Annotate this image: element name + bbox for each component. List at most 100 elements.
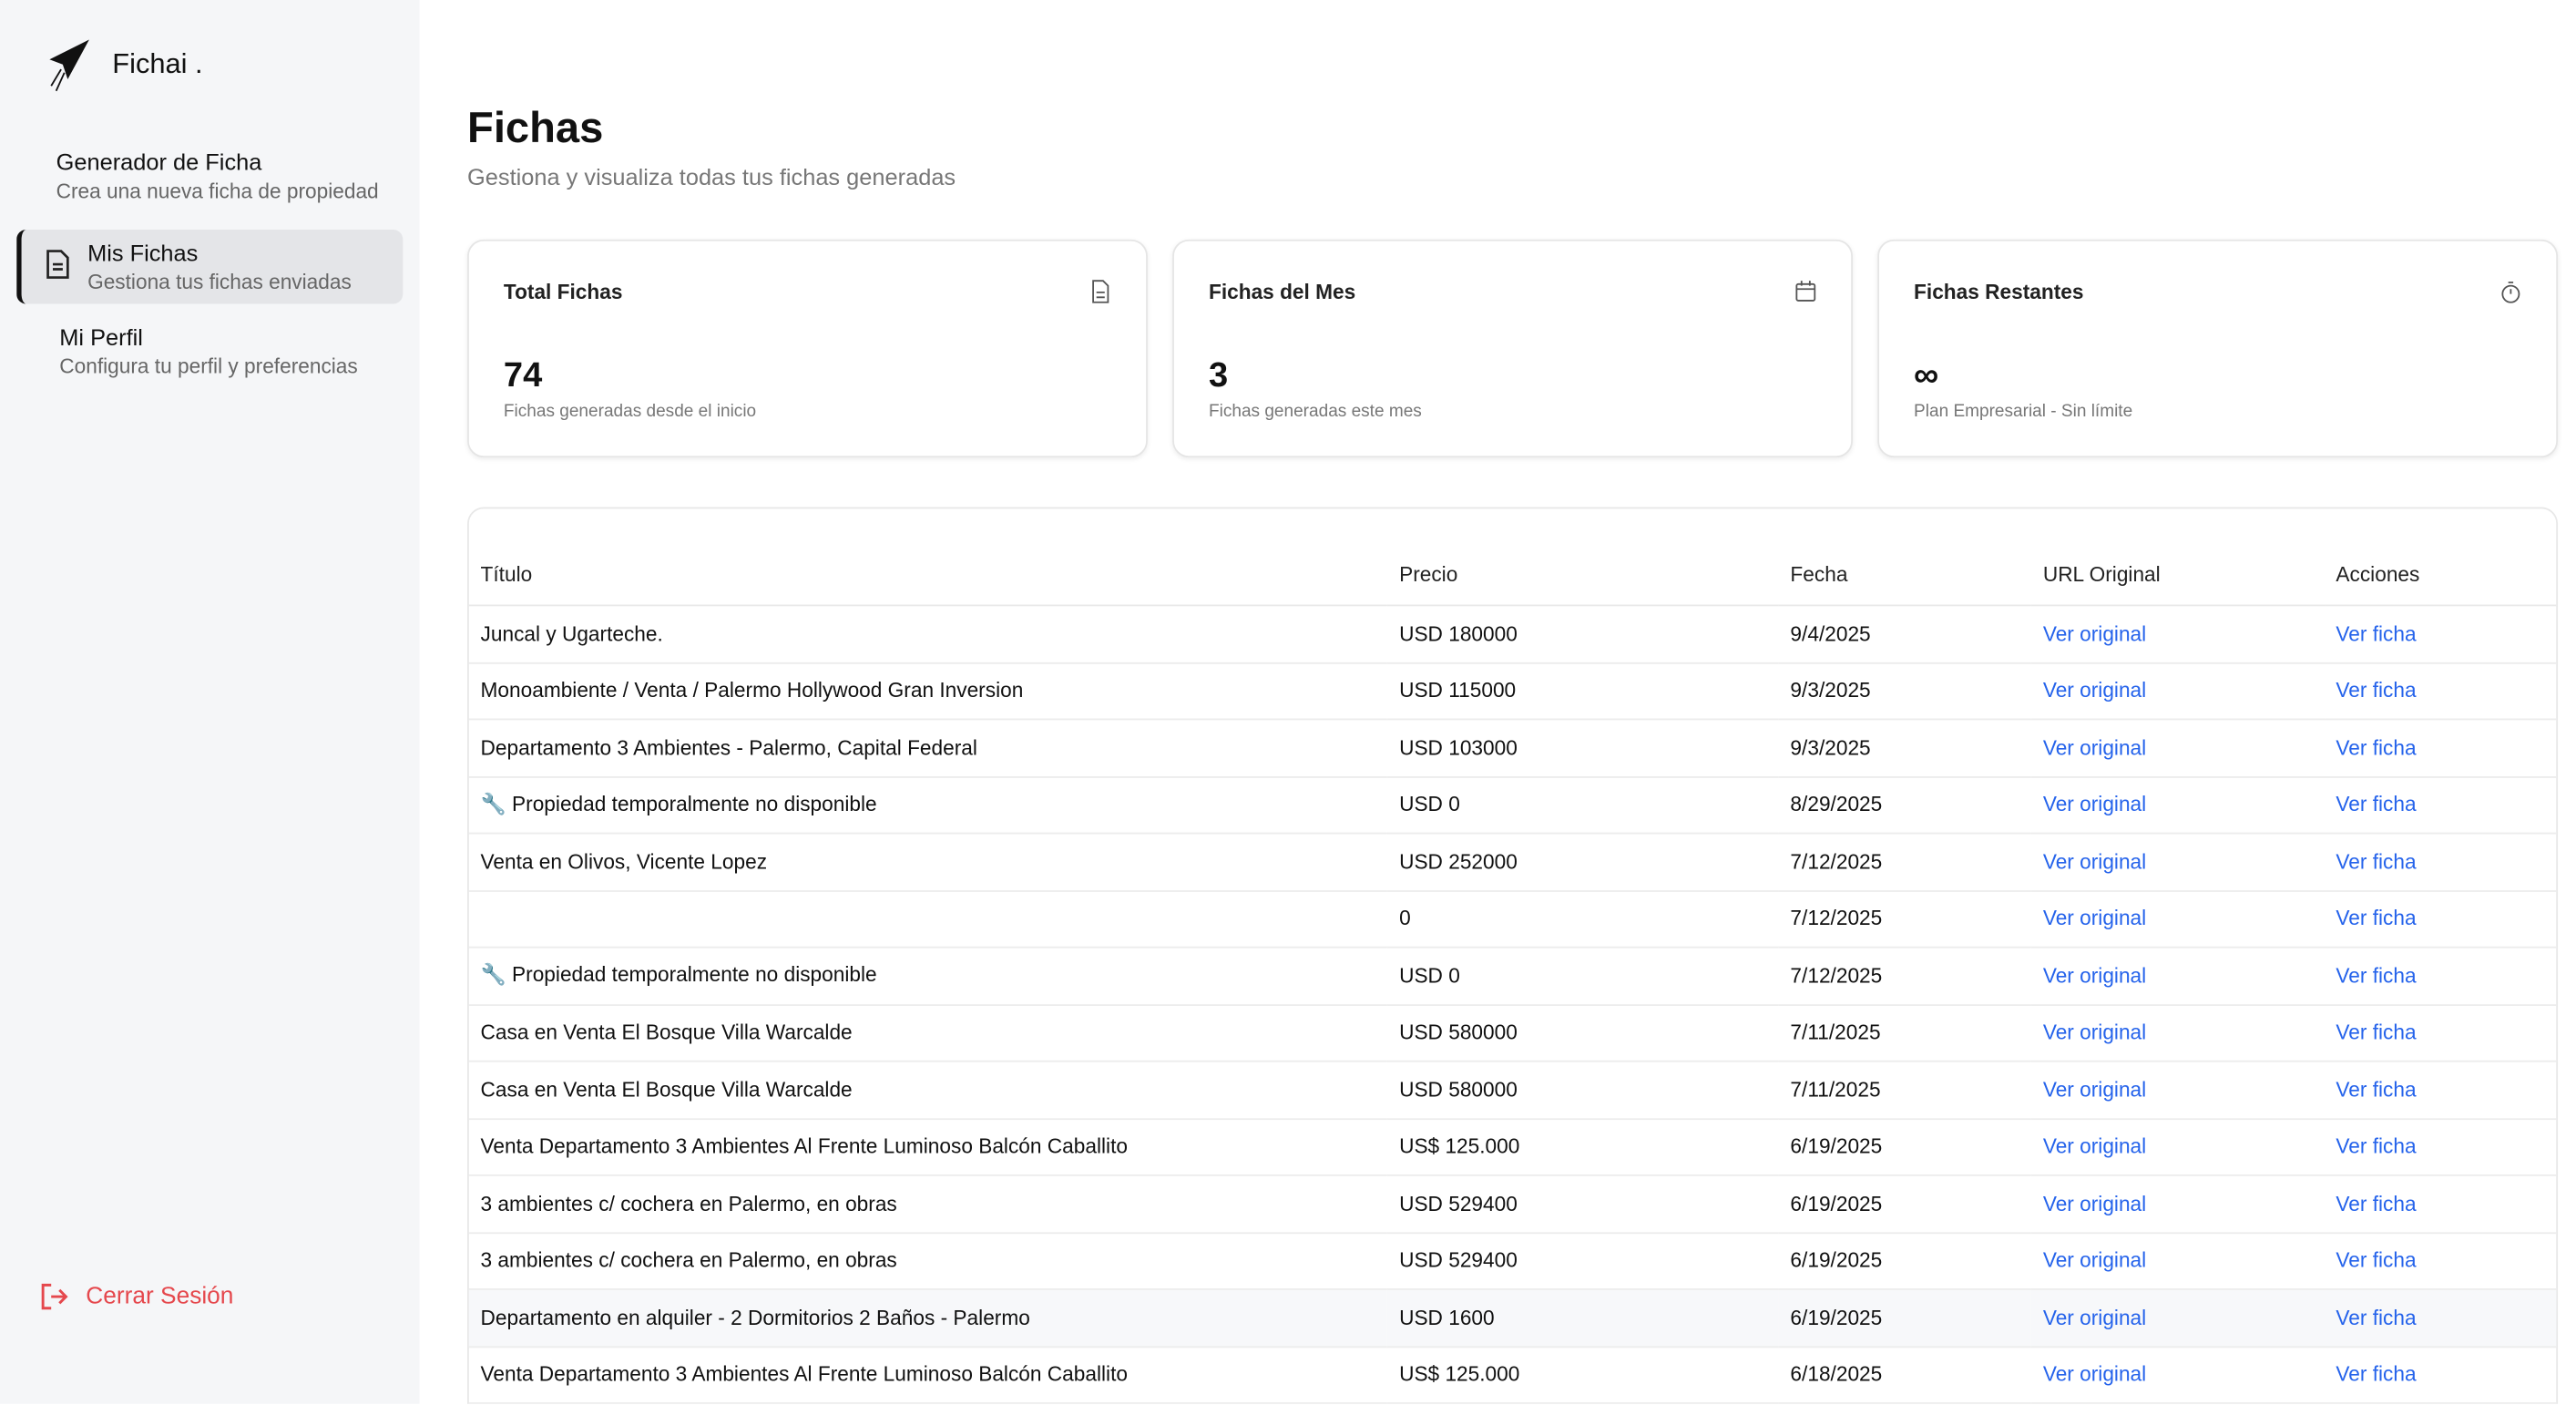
stat-description: Plan Empresarial - Sin límite: [1914, 401, 2133, 422]
table-cell: Venta Departamento 3 Ambientes Al Frente…: [468, 1346, 1388, 1404]
table-cell: Ver original: [2031, 1118, 2325, 1176]
original-link[interactable]: Ver original: [2042, 907, 2147, 931]
table-cell: Ver ficha: [2324, 833, 2557, 892]
table-cell: 8/29/2025: [1778, 776, 2032, 835]
table-cell: Ver ficha: [2324, 605, 2557, 663]
sidebar: Fichai . Generador de Ficha Crea una nuev…: [0, 0, 420, 1404]
table-cell: US$ 125.000: [1387, 1346, 1779, 1404]
table-cell: 7/11/2025: [1778, 1061, 2032, 1120]
table-cell: 🔧 Propiedad temporalmente no disponible: [468, 947, 1388, 1006]
table-cell: Casa en Venta El Bosque Villa Warcalde: [468, 1004, 1388, 1062]
stat-label: Fichas del Mes: [1208, 281, 1356, 304]
view-link[interactable]: Ver ficha: [2336, 1306, 2417, 1329]
table-cell: Ver original: [2031, 833, 2325, 892]
nav-subtitle: Gestiona tus fichas enviadas: [87, 271, 352, 294]
column-header: URL Original: [2031, 545, 2325, 607]
table-cell: Ver ficha: [2324, 947, 2557, 1006]
table-cell: USD 1600: [1387, 1288, 1779, 1348]
table-cell: Juncal y Ugarteche.: [468, 605, 1388, 663]
stat-card: Total Fichas 74 Fichas generadas desde el …: [467, 239, 1148, 458]
table-cell: USD 252000: [1387, 833, 1779, 892]
table-cell: Ver original: [2031, 890, 2325, 949]
logo: [49, 39, 89, 92]
table-cell: Ver ficha: [2324, 1174, 2557, 1234]
table-cell: Ver ficha: [2324, 1061, 2557, 1120]
table-cell: Ver original: [2031, 1232, 2325, 1290]
view-link[interactable]: Ver ficha: [2336, 621, 2417, 646]
original-link[interactable]: Ver original: [2042, 1020, 2147, 1045]
table-cell: 9/3/2025: [1778, 719, 2032, 777]
view-link[interactable]: Ver ficha: [2336, 1363, 2417, 1387]
table-row: Venta en Olivos, Vicente Lopez USD 252000…: [468, 833, 2557, 892]
nav-item[interactable]: Generador de Ficha Crea una nueva ficha d…: [16, 138, 403, 213]
table-cell: Ver ficha: [2324, 776, 2557, 835]
table: Título Precio Fecha URL Original Acciones Jun…: [468, 545, 2557, 1404]
original-link[interactable]: Ver original: [2042, 621, 2147, 646]
column-header: Precio: [1387, 545, 1779, 607]
table-row: Departamento en alquiler - 2 Dormitorios…: [468, 1288, 2557, 1348]
stat-value: ∞: [1914, 356, 1939, 395]
original-link[interactable]: Ver original: [2042, 1134, 2147, 1159]
original-link[interactable]: Ver original: [2042, 1363, 2147, 1387]
nav-icon: [46, 250, 69, 279]
view-link[interactable]: Ver ficha: [2336, 964, 2417, 988]
table-cell: 9/4/2025: [1778, 605, 2032, 663]
view-link[interactable]: Ver ficha: [2336, 736, 2417, 760]
original-link[interactable]: Ver original: [2042, 793, 2147, 816]
table-cell: Ver ficha: [2324, 1288, 2557, 1348]
original-link[interactable]: Ver original: [2042, 1306, 2147, 1329]
view-link[interactable]: Ver ficha: [2336, 679, 2417, 702]
original-link[interactable]: Ver original: [2042, 736, 2147, 760]
nav-item[interactable]: Mi Perfil Configura tu perfil y preferenc…: [16, 313, 403, 388]
stat-card: Fichas Restantes ∞ Plan Empresarial - Sin …: [1877, 239, 2559, 458]
table-card: Título Precio Fecha URL Original Acciones Jun…: [467, 507, 2559, 1404]
table-cell: Ver original: [2031, 1402, 2325, 1404]
view-link[interactable]: Ver ficha: [2336, 1248, 2417, 1273]
table-cell: Casa en Venta El Bosque Villa Warcalde: [468, 1061, 1388, 1120]
table-cell: 6/18/2025: [1778, 1402, 2032, 1404]
table-cell: Ver original: [2031, 661, 2325, 721]
stat-description: Fichas generadas desde el inicio: [503, 401, 757, 422]
table-cell: Venta en Olivos, Vicente Lopez: [468, 833, 1388, 892]
table-cell: Ver original: [2031, 1004, 2325, 1062]
table-cell: Ver original: [2031, 1288, 2325, 1348]
column-header: Título: [468, 545, 1388, 607]
table-cell: Ver ficha: [2324, 1346, 2557, 1404]
table-cell: Venta Departamento 3 Ambientes Al Frente…: [468, 1118, 1388, 1176]
nav-item[interactable]: Mis Fichas Gestiona tus fichas enviadas: [16, 229, 404, 304]
stat-value: 3: [1208, 356, 1229, 395]
table-cell: Departamento 3 Ambientes - Palermo, Capi…: [468, 719, 1388, 777]
table-cell: 6/19/2025: [1778, 1288, 2032, 1348]
table-cell: USD 0: [1387, 776, 1779, 835]
brand-name: Fichai .: [112, 47, 203, 80]
original-link[interactable]: Ver original: [2042, 964, 2147, 988]
brand: Fichai .: [46, 36, 203, 93]
view-link[interactable]: Ver ficha: [2336, 1192, 2417, 1215]
view-link[interactable]: Ver ficha: [2336, 1134, 2417, 1159]
view-link[interactable]: Ver ficha: [2336, 1020, 2417, 1045]
table-row: Monoambiente / Venta / Palermo Hollywood…: [468, 661, 2557, 721]
table-cell: 7/12/2025: [1778, 947, 2032, 1006]
table-row: Casa en Venta El Bosque Villa Warcalde US…: [468, 1061, 2557, 1120]
page-subtitle: Gestiona y visualiza todas tus fichas ge…: [467, 163, 956, 190]
original-link[interactable]: Ver original: [2042, 1192, 2147, 1215]
original-link[interactable]: Ver original: [2042, 1248, 2147, 1273]
table-cell: USD 115000: [1387, 661, 1779, 721]
view-link[interactable]: Ver ficha: [2336, 1078, 2417, 1102]
original-link[interactable]: Ver original: [2042, 1078, 2147, 1102]
nav-title: Generador de Ficha: [56, 149, 262, 176]
table-cell: 6/19/2025: [1778, 1118, 2032, 1176]
table-cell: Ver ficha: [2324, 1402, 2557, 1404]
column-header: Fecha: [1778, 545, 2032, 607]
original-link[interactable]: Ver original: [2042, 850, 2147, 874]
table-cell: 7/11/2025: [1778, 1004, 2032, 1062]
original-link[interactable]: Ver original: [2042, 679, 2147, 702]
table-cell: 6/18/2025: [1778, 1346, 2032, 1404]
stat-description: Fichas generadas este mes: [1208, 401, 1422, 422]
view-link[interactable]: Ver ficha: [2336, 907, 2417, 931]
nav-title: Mi Perfil: [59, 323, 143, 351]
view-link[interactable]: Ver ficha: [2336, 850, 2417, 874]
logout[interactable]: Cerrar Sesión: [40, 1282, 233, 1312]
view-link[interactable]: Ver ficha: [2336, 793, 2417, 816]
table-row: 🔧 Propiedad temporalmente no disponible U…: [468, 776, 2557, 835]
